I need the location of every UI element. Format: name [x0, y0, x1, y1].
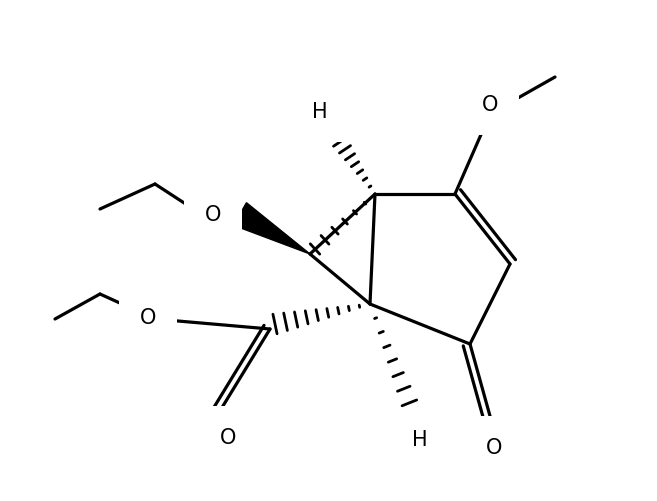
- Text: O: O: [486, 437, 502, 457]
- Polygon shape: [233, 203, 310, 255]
- Text: O: O: [220, 427, 236, 447]
- Text: O: O: [205, 204, 221, 224]
- Text: H: H: [312, 102, 328, 122]
- Text: O: O: [482, 95, 498, 115]
- Text: O: O: [140, 308, 156, 327]
- Text: H: H: [412, 429, 428, 449]
